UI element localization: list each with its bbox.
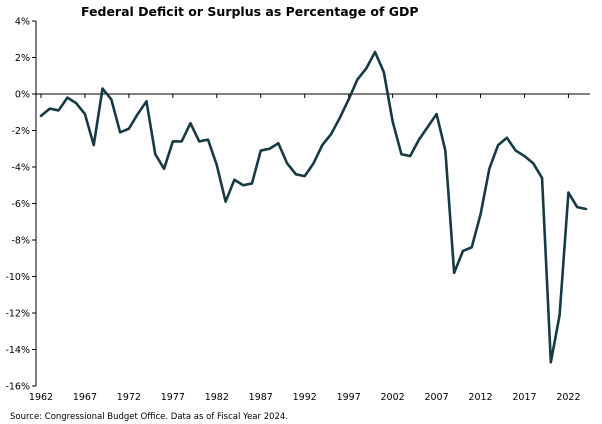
plot-area: 4% 2% 0% -2% -4% -6% -8% -10% -12% -14% -16%1962 19… — [5, 17, 590, 403]
x-tick-label: 1987 — [249, 392, 273, 403]
y-tick-label: -12% — [5, 309, 30, 320]
y-tick-label: -16% — [5, 382, 30, 393]
y-tick-label: -14% — [5, 345, 30, 356]
chart-source-note: Source: Congressional Budget Office. Dat… — [10, 412, 288, 422]
x-tick-label: 1972 — [117, 392, 141, 403]
deficit-series-line — [39, 50, 588, 364]
y-tick-label: -4% — [12, 163, 31, 174]
x-tick-label: 1967 — [73, 392, 97, 403]
x-tick-label: 2007 — [424, 392, 448, 403]
chart-title: Federal Deficit or Surplus as Percentage… — [81, 4, 419, 19]
y-tick-label: -2% — [12, 126, 31, 137]
x-tick-label: 1992 — [293, 392, 317, 403]
x-tick-label: 2002 — [381, 392, 405, 403]
y-tick-label: -6% — [12, 199, 31, 210]
y-tick-label: -10% — [5, 272, 30, 283]
x-tick-label: 1962 — [29, 392, 53, 403]
x-tick-label: 2022 — [556, 392, 580, 403]
x-tick-label: 1977 — [161, 392, 185, 403]
y-tick-label: 2% — [15, 53, 30, 64]
y-tick-label: 0% — [15, 90, 30, 101]
x-tick-label: 1997 — [337, 392, 361, 403]
y-tick-label: -8% — [12, 236, 31, 247]
x-tick-label: 2017 — [512, 392, 536, 403]
x-tick-label: 1982 — [205, 392, 229, 403]
y-tick-label: 4% — [15, 17, 30, 28]
x-tick-label: 2012 — [468, 392, 492, 403]
